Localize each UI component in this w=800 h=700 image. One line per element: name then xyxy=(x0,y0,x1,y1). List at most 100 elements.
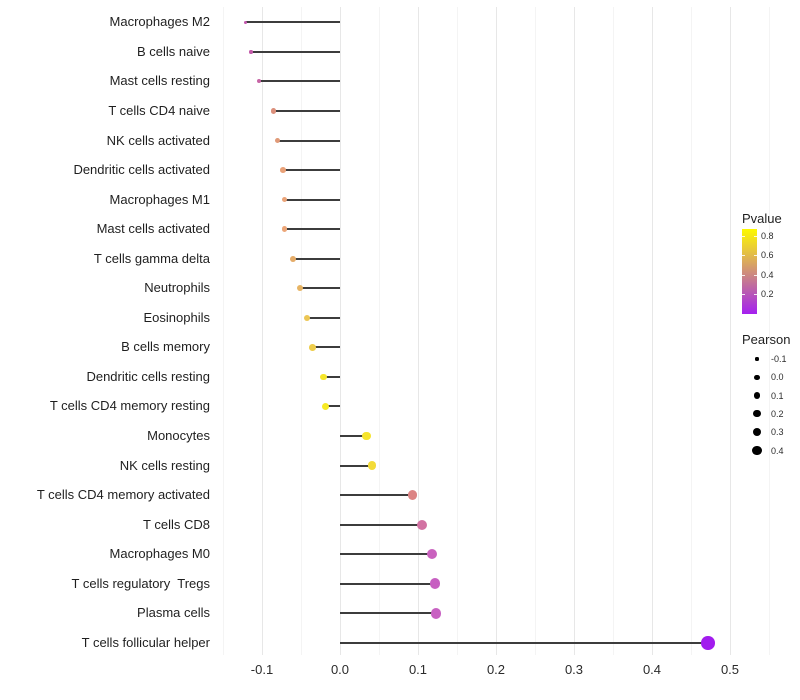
x-tick-label: 0.3 xyxy=(564,662,584,677)
category-label: NK cells activated xyxy=(106,132,210,148)
lollipop-segment xyxy=(300,287,340,290)
pearson-size-label: 0.1 xyxy=(771,390,784,401)
category-label: T cells regulatory Tregs xyxy=(71,575,210,591)
lollipop-dot xyxy=(256,79,261,84)
lollipop-dot xyxy=(416,519,427,530)
lollipop-dot xyxy=(281,226,288,232)
lollipop-segment xyxy=(325,405,340,408)
lollipop-segment xyxy=(251,50,340,53)
lollipop-dot xyxy=(429,578,441,590)
lollipop-segment xyxy=(340,582,436,585)
lollipop-dot xyxy=(426,548,438,560)
lollipop-segment xyxy=(273,109,340,112)
pearson-size-dot xyxy=(752,428,762,437)
gridline-major xyxy=(652,7,653,655)
lollipop-segment xyxy=(340,494,413,497)
gridline-minor xyxy=(457,7,458,655)
category-label: Dendritic cells activated xyxy=(73,162,210,178)
category-label: Mast cells resting xyxy=(109,73,210,89)
lollipop-segment xyxy=(340,553,433,556)
category-label: Dendritic cells resting xyxy=(86,368,210,384)
lollipop-segment xyxy=(312,346,340,349)
pearson-size-dot xyxy=(753,410,761,418)
lollipop-segment xyxy=(340,612,436,615)
category-label: NK cells resting xyxy=(119,457,210,473)
lollipop-dot xyxy=(271,108,277,114)
lollipop-dot xyxy=(304,314,311,321)
category-label: Macrophages M0 xyxy=(109,546,210,562)
gridline-minor xyxy=(691,7,692,655)
lollipop-segment xyxy=(245,21,340,24)
lollipop-segment xyxy=(340,435,367,437)
pearson-size-label: 0.3 xyxy=(771,427,784,438)
lollipop-dot xyxy=(274,137,281,144)
pearson-size-dot xyxy=(754,374,760,380)
pearson-size-label: 0.4 xyxy=(771,445,784,456)
lollipop-segment xyxy=(340,641,709,644)
pearson-size-dot xyxy=(752,445,762,456)
gridline-minor xyxy=(613,7,614,655)
pearson-size-dot xyxy=(753,392,761,399)
lollipop-dot xyxy=(322,402,330,410)
lollipop-segment xyxy=(340,464,372,467)
gridline-minor xyxy=(379,7,380,655)
lollipop-segment xyxy=(284,228,340,231)
pvalue-colorbar xyxy=(742,229,757,314)
lollipop-dot xyxy=(407,490,418,500)
category-label: T cells follicular helper xyxy=(81,634,210,650)
colorbar-tick-mark xyxy=(754,294,757,296)
lollipop-dot xyxy=(309,344,316,351)
lollipop-segment xyxy=(277,139,340,142)
gridline-minor xyxy=(769,7,770,655)
lollipop-dot xyxy=(290,255,297,262)
gridline-minor xyxy=(535,7,536,655)
gridline-major xyxy=(418,7,419,655)
lollipop-segment xyxy=(283,169,340,172)
lollipop-dot xyxy=(280,167,286,173)
lollipop-dot xyxy=(430,607,442,619)
pearson-legend-title: Pearson xyxy=(742,332,791,347)
pearson-size-label: -0.1 xyxy=(771,354,787,364)
category-label: T cells CD4 naive xyxy=(108,102,210,118)
colorbar-tick-mark xyxy=(754,274,757,276)
pearson-size-label: 0.0 xyxy=(771,372,784,383)
category-label: T cells gamma delta xyxy=(93,250,210,266)
category-label: T cells CD8 xyxy=(143,516,210,532)
lollipop-dot xyxy=(281,196,288,203)
colorbar-tick-mark xyxy=(742,294,745,296)
lollipop-dot xyxy=(249,50,253,54)
category-label: Neutrophils xyxy=(144,280,210,296)
colorbar-tick-label: 0.2 xyxy=(761,289,774,300)
category-label: Eosinophils xyxy=(143,309,211,325)
lollipop-segment xyxy=(307,316,340,319)
category-label: T cells CD4 memory resting xyxy=(49,398,210,414)
x-tick-label: -0.1 xyxy=(250,662,274,677)
lollipop-dot xyxy=(367,461,377,470)
colorbar-tick-mark xyxy=(742,274,745,276)
category-label: B cells memory xyxy=(121,339,210,355)
colorbar-tick-mark xyxy=(754,255,757,257)
colorbar-tick-label: 0.6 xyxy=(761,250,774,261)
category-label: Monocytes xyxy=(147,428,210,443)
x-tick-label: 0.5 xyxy=(720,662,740,677)
x-tick-label: 0.1 xyxy=(408,662,428,677)
x-tick-label: 0.2 xyxy=(486,662,506,677)
gridline-major xyxy=(262,7,263,655)
gridline-major xyxy=(340,7,341,655)
colorbar-tick-label: 0.8 xyxy=(761,230,774,241)
gridline-major xyxy=(496,7,497,655)
category-label: B cells naive xyxy=(137,43,210,59)
gridline-major xyxy=(574,7,575,655)
x-tick-label: 0.0 xyxy=(330,662,350,677)
lollipop-dot xyxy=(320,373,328,381)
category-label: T cells CD4 memory activated xyxy=(36,487,210,503)
lollipop-dot xyxy=(701,636,715,650)
gridline-minor xyxy=(223,7,224,655)
lollipop-segment xyxy=(258,80,340,83)
pearson-size-dot xyxy=(755,357,759,361)
pvalue-legend-title: Pvalue xyxy=(742,211,782,226)
colorbar-tick-mark xyxy=(754,235,757,237)
lollipop-segment xyxy=(340,523,422,526)
lollipop-dot xyxy=(297,285,304,292)
